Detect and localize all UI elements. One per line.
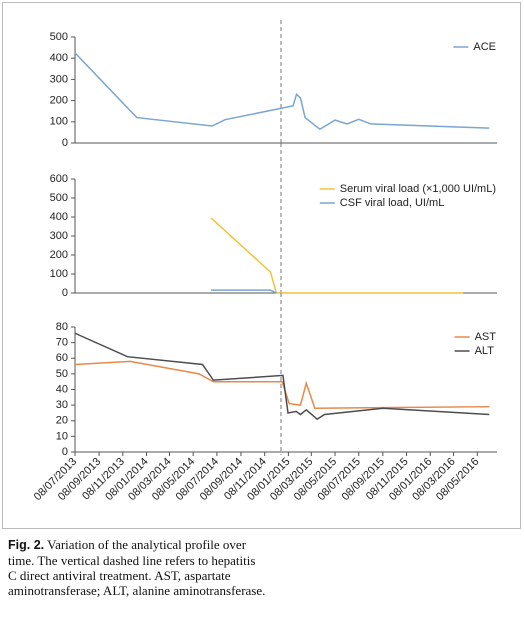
- data-line: [74, 332, 490, 421]
- legend-label: ALT: [475, 345, 495, 357]
- y-tick-label: 500: [50, 31, 68, 43]
- y-tick-label: 200: [50, 95, 68, 107]
- y-tick-label: 0: [62, 446, 68, 458]
- data-line: [74, 52, 490, 131]
- legend-label: CSF viral load, UI/mL: [340, 197, 445, 209]
- y-tick-label: 70: [56, 337, 68, 349]
- y-tick-label: 400: [50, 52, 68, 64]
- y-tick-label: 50: [56, 368, 68, 380]
- y-tick-label: 40: [56, 383, 68, 395]
- caption-label: Fig. 2.: [8, 538, 45, 552]
- y-tick-label: 600: [50, 173, 68, 185]
- caption-text: Variation of the analytical profile over…: [8, 537, 266, 598]
- y-tick-label: 100: [50, 116, 68, 128]
- caption: Fig. 2. Variation of the analytical prof…: [8, 537, 266, 598]
- figure: 0100200300400500ACE0100200300400500600Se…: [2, 2, 521, 529]
- y-tick-label: 400: [50, 211, 68, 223]
- y-tick-label: 20: [56, 415, 68, 427]
- y-tick-label: 30: [56, 399, 68, 411]
- y-tick-label: 0: [62, 137, 68, 149]
- legend-label: ACE: [473, 41, 496, 53]
- legend-label: Serum viral load (×1,000 UI/mL): [340, 183, 496, 195]
- y-tick-label: 200: [50, 249, 68, 261]
- y-tick-label: 100: [50, 268, 68, 280]
- y-tick-label: 10: [56, 430, 68, 442]
- legend-label: AST: [475, 331, 497, 343]
- data-line: [74, 360, 490, 410]
- y-tick-label: 60: [56, 352, 68, 364]
- y-tick-label: 300: [50, 230, 68, 242]
- y-tick-label: 300: [50, 73, 68, 85]
- y-tick-label: 500: [50, 192, 68, 204]
- data-line: [210, 217, 464, 294]
- data-line: [211, 289, 277, 294]
- y-tick-label: 80: [56, 321, 68, 333]
- y-tick-label: 0: [62, 287, 68, 299]
- frame: [2, 2, 521, 529]
